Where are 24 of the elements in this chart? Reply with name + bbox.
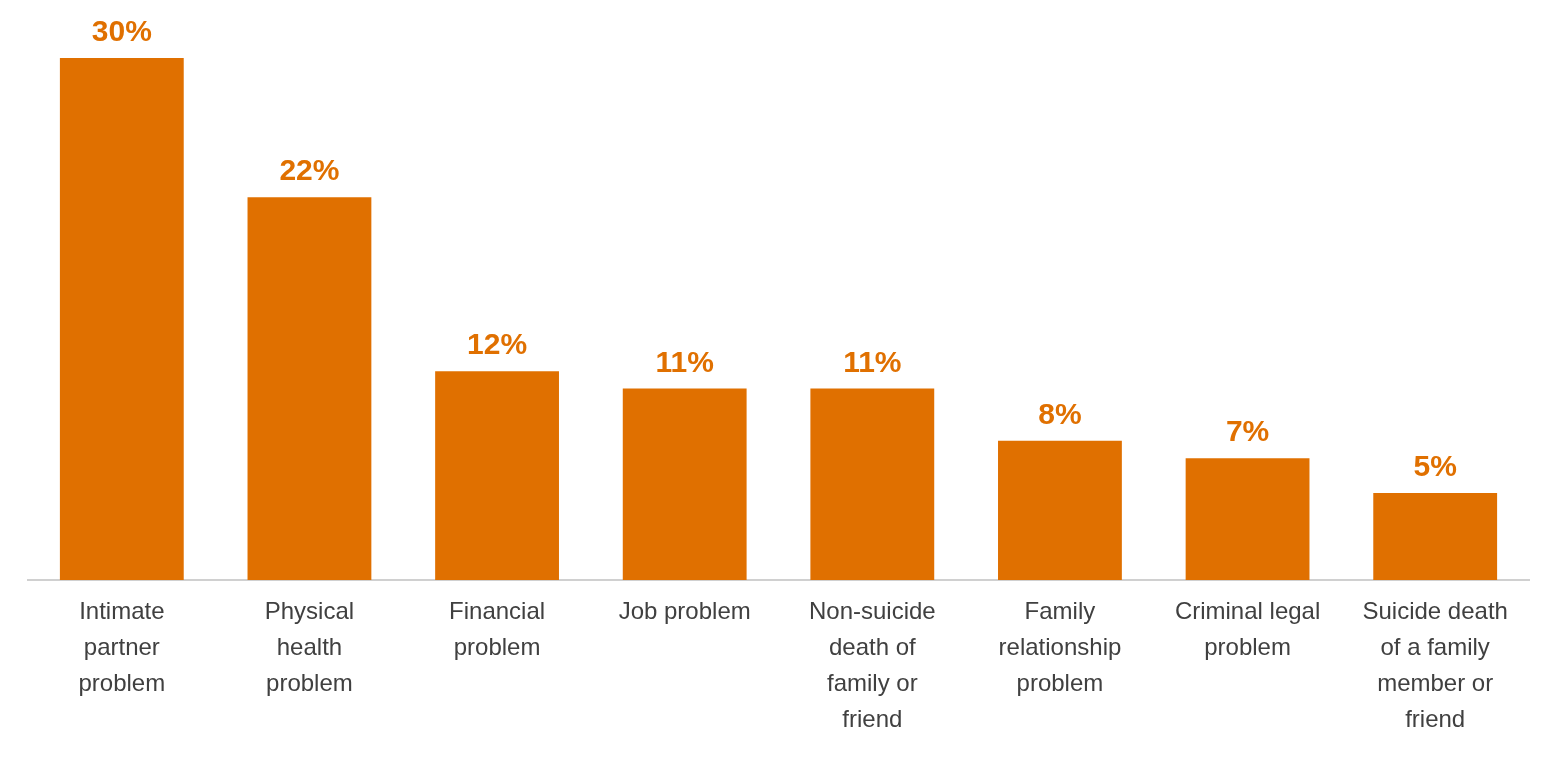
data-label: 22% <box>279 153 340 187</box>
bar <box>1185 458 1310 580</box>
data-label: 5% <box>1413 449 1457 483</box>
x-tick-label: Financial problem <box>449 596 546 660</box>
data-label: 11% <box>655 344 714 378</box>
bar <box>998 440 1122 580</box>
data-label: 30% <box>91 14 152 48</box>
data-label: 11% <box>843 344 902 378</box>
bar <box>1373 493 1498 580</box>
data-label: 7% <box>1225 414 1270 448</box>
x-tick-label: Suicide death of a family member or friend <box>1362 596 1508 732</box>
x-tick-label: Intimate partner problem <box>78 596 166 696</box>
bar <box>810 388 935 580</box>
x-tick-label: Physical health problem <box>264 596 355 696</box>
x-tick-label: Family relationship problem <box>998 596 1122 696</box>
bar <box>622 388 747 580</box>
x-tick-label: Criminal legal problem <box>1174 596 1321 660</box>
data-label: 12% <box>467 327 528 361</box>
bar <box>247 197 372 580</box>
x-tick-label: Non-suicide death of family or friend <box>808 596 936 732</box>
x-tick-label: Job problem <box>618 596 751 624</box>
data-label: 8% <box>1038 397 1082 431</box>
bar <box>435 371 559 580</box>
bar <box>59 58 184 580</box>
